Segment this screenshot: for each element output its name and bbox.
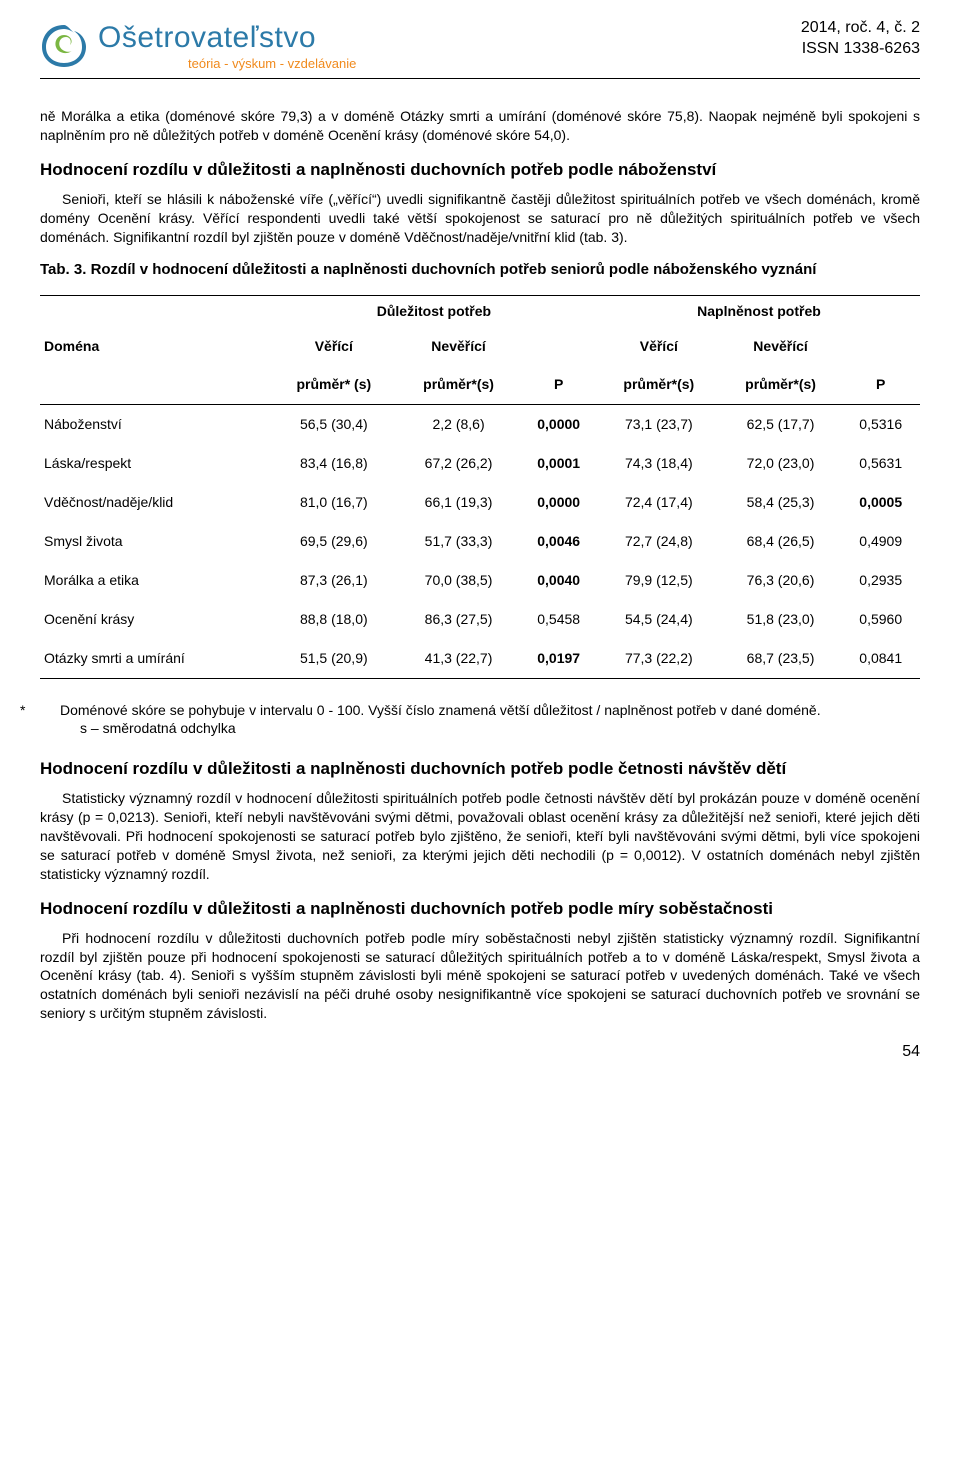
col-subgroup: Věřící bbox=[270, 327, 398, 366]
cell: 58,4 (25,3) bbox=[720, 483, 842, 522]
cell: 72,7 (24,8) bbox=[598, 522, 720, 561]
page-body: ně Morálka a etika (doménové skóre 79,3)… bbox=[40, 107, 920, 1063]
table-3: Důležitost potřeb Naplněnost potřeb Domé… bbox=[40, 295, 920, 679]
cell: 51,7 (33,3) bbox=[398, 522, 520, 561]
cell: 66,1 (19,3) bbox=[398, 483, 520, 522]
cell: 0,0841 bbox=[841, 639, 920, 678]
footnote-text: Doménové skóre se pohybuje v intervalu 0… bbox=[60, 702, 821, 718]
cell: 0,0000 bbox=[519, 405, 598, 444]
col-header: průměr*(s) bbox=[720, 365, 842, 404]
cell: 0,5458 bbox=[519, 600, 598, 639]
cell: 88,8 (18,0) bbox=[270, 600, 398, 639]
logo-subtitle: teória - výskum - vzdelávanie bbox=[188, 55, 356, 73]
col-subgroup: Nevěřící bbox=[720, 327, 842, 366]
cell: 70,0 (38,5) bbox=[398, 561, 520, 600]
cell: 54,5 (24,4) bbox=[598, 600, 720, 639]
group-header: Naplněnost potřeb bbox=[598, 295, 920, 326]
table-row: Láska/respekt83,4 (16,8)67,2 (26,2)0,000… bbox=[40, 444, 920, 483]
table-group-header-row: Důležitost potřeb Naplněnost potřeb bbox=[40, 295, 920, 326]
page-header: Ošetrovateľstvo teória - výskum - vzdelá… bbox=[40, 18, 920, 79]
row-label: Otázky smrti a umírání bbox=[40, 639, 270, 678]
col-header: P bbox=[519, 365, 598, 404]
cell: 73,1 (23,7) bbox=[598, 405, 720, 444]
cell: 2,2 (8,6) bbox=[398, 405, 520, 444]
col-header: průměr*(s) bbox=[398, 365, 520, 404]
col-header: P bbox=[841, 365, 920, 404]
section-heading: Hodnocení rozdílu v důležitosti a naplně… bbox=[40, 898, 920, 921]
issue-line: 2014, roč. 4, č. 2 bbox=[801, 18, 920, 39]
table-row: Vděčnost/naděje/klid81,0 (16,7)66,1 (19,… bbox=[40, 483, 920, 522]
cell: 74,3 (18,4) bbox=[598, 444, 720, 483]
section-heading: Hodnocení rozdílu v důležitosti a naplně… bbox=[40, 758, 920, 781]
cell: 68,7 (23,5) bbox=[720, 639, 842, 678]
cell: 83,4 (16,8) bbox=[270, 444, 398, 483]
issn-line: ISSN 1338-6263 bbox=[801, 39, 920, 60]
row-label: Náboženství bbox=[40, 405, 270, 444]
table-row: Ocenění krásy88,8 (18,0)86,3 (27,5)0,545… bbox=[40, 600, 920, 639]
domain-col-label: Doména bbox=[40, 327, 270, 366]
cell: 79,9 (12,5) bbox=[598, 561, 720, 600]
table-subheader-row: průměr* (s) průměr*(s) P průměr*(s) prům… bbox=[40, 365, 920, 404]
table-row: Náboženství56,5 (30,4)2,2 (8,6)0,000073,… bbox=[40, 405, 920, 444]
logo-text: Ošetrovateľstvo teória - výskum - vzdelá… bbox=[98, 18, 356, 72]
section-paragraph: Při hodnocení rozdílu v důležitosti duch… bbox=[40, 929, 920, 1023]
table-subgroup-row: Doména Věřící Nevěřící Věřící Nevěřící bbox=[40, 327, 920, 366]
cell: 51,5 (20,9) bbox=[270, 639, 398, 678]
cell: 87,3 (26,1) bbox=[270, 561, 398, 600]
row-label: Láska/respekt bbox=[40, 444, 270, 483]
row-label: Morálka a etika bbox=[40, 561, 270, 600]
cell: 81,0 (16,7) bbox=[270, 483, 398, 522]
cell: 62,5 (17,7) bbox=[720, 405, 842, 444]
table-footnote: *Doménové skóre se pohybuje v intervalu … bbox=[40, 701, 920, 739]
col-subgroup: Věřící bbox=[598, 327, 720, 366]
table-row: Smysl života69,5 (29,6)51,7 (33,3)0,0046… bbox=[40, 522, 920, 561]
logo-swirl-icon bbox=[40, 21, 88, 69]
page-number: 54 bbox=[40, 1041, 920, 1063]
cell: 72,4 (17,4) bbox=[598, 483, 720, 522]
journal-logo: Ošetrovateľstvo teória - výskum - vzdelá… bbox=[40, 18, 356, 72]
cell: 0,5316 bbox=[841, 405, 920, 444]
group-header: Důležitost potřeb bbox=[270, 295, 598, 326]
footnote-text: s – směrodatná odchylka bbox=[80, 720, 236, 736]
cell: 0,0197 bbox=[519, 639, 598, 678]
col-header: průměr*(s) bbox=[598, 365, 720, 404]
table-row: Morálka a etika87,3 (26,1)70,0 (38,5)0,0… bbox=[40, 561, 920, 600]
cell: 0,0046 bbox=[519, 522, 598, 561]
cell: 0,0000 bbox=[519, 483, 598, 522]
cell: 51,8 (23,0) bbox=[720, 600, 842, 639]
table-caption: Tab. 3. Rozdíl v hodnocení důležitosti a… bbox=[40, 260, 920, 280]
cell: 0,0005 bbox=[841, 483, 920, 522]
row-label: Ocenění krásy bbox=[40, 600, 270, 639]
cell: 67,2 (26,2) bbox=[398, 444, 520, 483]
section-paragraph: Statisticky významný rozdíl v hodnocení … bbox=[40, 789, 920, 883]
section-paragraph: Senioři, kteří se hlásili k náboženské v… bbox=[40, 190, 920, 247]
cell: 0,5960 bbox=[841, 600, 920, 639]
cell: 0,2935 bbox=[841, 561, 920, 600]
logo-title: Ošetrovateľstvo bbox=[98, 18, 356, 59]
cell: 0,5631 bbox=[841, 444, 920, 483]
cell: 76,3 (20,6) bbox=[720, 561, 842, 600]
cell: 77,3 (22,2) bbox=[598, 639, 720, 678]
section-heading: Hodnocení rozdílu v důležitosti a naplně… bbox=[40, 159, 920, 182]
row-label: Vděčnost/naděje/klid bbox=[40, 483, 270, 522]
col-subgroup: Nevěřící bbox=[398, 327, 520, 366]
issue-info: 2014, roč. 4, č. 2 ISSN 1338-6263 bbox=[801, 18, 920, 60]
intro-paragraph: ně Morálka a etika (doménové skóre 79,3)… bbox=[40, 107, 920, 145]
cell: 56,5 (30,4) bbox=[270, 405, 398, 444]
cell: 0,4909 bbox=[841, 522, 920, 561]
cell: 86,3 (27,5) bbox=[398, 600, 520, 639]
cell: 69,5 (29,6) bbox=[270, 522, 398, 561]
cell: 41,3 (22,7) bbox=[398, 639, 520, 678]
table-row: Otázky smrti a umírání51,5 (20,9)41,3 (2… bbox=[40, 639, 920, 678]
cell: 68,4 (26,5) bbox=[720, 522, 842, 561]
cell: 72,0 (23,0) bbox=[720, 444, 842, 483]
cell: 0,0040 bbox=[519, 561, 598, 600]
row-label: Smysl života bbox=[40, 522, 270, 561]
col-header: průměr* (s) bbox=[270, 365, 398, 404]
cell: 0,0001 bbox=[519, 444, 598, 483]
